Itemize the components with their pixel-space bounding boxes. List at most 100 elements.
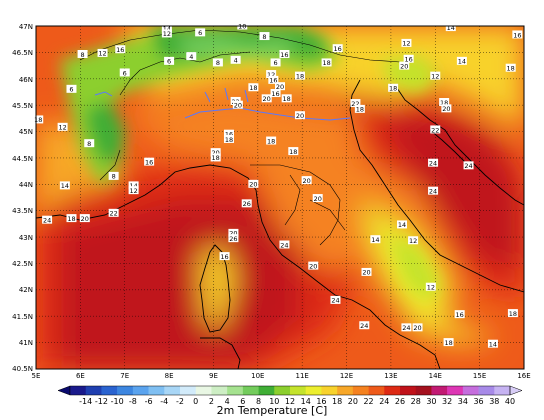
colorbar-tick-label: 8 — [256, 397, 261, 406]
isotherm-label-bg — [487, 339, 498, 348]
isotherm-label: 20 — [302, 177, 310, 185]
isotherm-label-bg — [463, 161, 474, 170]
isotherm-label-bg — [84, 139, 95, 148]
isotherm-label: 20 — [413, 324, 421, 332]
colorbar-arrow-high — [509, 385, 523, 396]
colorbar-tick-label: 22 — [363, 397, 373, 406]
isotherm-label: 8 — [112, 173, 116, 181]
isotherm-label-bg — [350, 99, 361, 108]
lakes-rivers — [94, 87, 351, 121]
lat-label: 44.5N — [12, 155, 33, 163]
colorbar-swatch — [242, 386, 259, 395]
isotherm-label-bg — [512, 30, 523, 39]
isotherm-label-bg — [430, 71, 441, 80]
isotherm-label: 20 — [362, 269, 370, 277]
lat-label: 42N — [19, 286, 33, 294]
isotherm-label-bg — [270, 58, 281, 67]
isotherm-label-bg — [268, 75, 279, 84]
lat-label: 43.5N — [12, 207, 33, 215]
isotherm-label-bg — [219, 252, 230, 261]
isotherm-label-bg — [428, 186, 439, 195]
colorbar-tick-label: -2 — [176, 397, 184, 406]
isotherm-label-bg — [266, 70, 277, 79]
lon-label: 5E — [32, 372, 41, 380]
colorbar-swatch — [211, 386, 228, 395]
colorbar-tick-label: -4 — [160, 397, 168, 406]
colorbar-tick-label: 14 — [301, 397, 311, 406]
isotherm-label: 8 — [262, 33, 266, 41]
isotherm-label-bg — [128, 186, 139, 195]
isotherm-label-bg — [186, 52, 197, 61]
isotherm-label-bg — [57, 122, 68, 131]
lat-label: 47N — [19, 23, 33, 31]
colorbar-labels: -14 -12 -10 -8 -6 -4 -2 0 2 4 6 8 10 12 14 16 18 20 22 24 26… — [79, 397, 515, 406]
isotherm-label-bg — [388, 83, 399, 92]
isotherm-label: 12 — [163, 30, 171, 38]
colorbar-tick-label: 40 — [505, 397, 515, 406]
isotherm-label-bg — [359, 321, 370, 330]
isotherm-label-bg — [370, 235, 381, 244]
isotherm-label-bg — [507, 309, 518, 318]
lon-label: 8E — [165, 372, 174, 380]
colorbar-swatch — [258, 386, 275, 395]
lat-label: 42.5N — [12, 260, 33, 268]
isotherm-label-bg — [279, 240, 290, 249]
isotherm-label-bg — [439, 98, 450, 107]
isotherm-label: 20 — [442, 105, 450, 113]
isotherm-label: 20 — [249, 181, 257, 189]
isotherm-label: 8 — [87, 140, 91, 148]
isotherm-label-bg — [210, 148, 221, 157]
isotherm-label-bg — [66, 84, 77, 93]
isotherm-label: 8 — [216, 59, 220, 67]
lon-label: 7E — [120, 372, 129, 380]
isotherm-label-bg — [441, 104, 452, 113]
isotherm-label: 6 — [273, 59, 277, 67]
isotherm-label-bg — [79, 214, 90, 223]
isotherm-label: 4 — [234, 57, 238, 65]
isotherm-label: 12 — [129, 187, 137, 195]
colorbar-tick-label: 10 — [269, 397, 279, 406]
isotherm-label: 20 — [234, 101, 242, 109]
isotherm-label: 16 — [220, 253, 228, 261]
isotherm-label: 18 — [34, 116, 42, 124]
isotherm-label: 14 — [489, 340, 497, 348]
isotherm-label-bg — [228, 234, 239, 243]
isotherm-label: 16 — [456, 311, 464, 319]
colorbar-swatch — [180, 386, 197, 395]
isotherm-label: 6 — [167, 58, 171, 66]
isotherm-label-bg — [279, 49, 290, 58]
colorbar-tick-label: 2 — [209, 397, 214, 406]
map-title: 2m Temperature [C] — [217, 404, 328, 417]
isotherm-label-bg — [223, 129, 234, 138]
isotherm-label-bg — [445, 23, 456, 32]
isotherm-label-bg — [332, 44, 343, 53]
colorbar-swatch — [70, 386, 87, 395]
colorbar-tick-label: 26 — [395, 397, 405, 406]
colorbar-swatch — [384, 386, 401, 395]
isotherm-label: 14 — [371, 236, 379, 244]
isotherm-label-bg — [361, 267, 372, 276]
isotherm-label-bg — [230, 55, 241, 64]
lon-label: 14E — [429, 372, 442, 380]
isotherm-label: 20 — [400, 62, 408, 70]
isotherm-label: 18 — [322, 59, 330, 67]
lat-label: 44N — [19, 181, 33, 189]
colorbar-tick-label: -6 — [145, 397, 153, 406]
isotherm-label-bg — [412, 323, 423, 332]
lat-label: 45.5N — [12, 102, 33, 110]
isotherm-label: 18 — [67, 215, 75, 223]
isotherm-label: 16 — [269, 77, 277, 85]
colorbar-tick-label: 38 — [489, 397, 499, 406]
colorbar-tick-label: 24 — [379, 397, 389, 406]
isotherm-label: 16 — [225, 130, 233, 138]
isotherm-label: 26 — [229, 235, 237, 243]
isotherm-label-bg — [281, 94, 292, 103]
isotherm-label: 14 — [398, 221, 406, 229]
colorbar-swatch — [290, 386, 307, 395]
isotherm-label: 16 — [334, 45, 342, 53]
isotherm-label: 20 — [296, 112, 304, 120]
colorbar-tick-label: 16 — [316, 397, 326, 406]
isotherm-label-bg — [505, 63, 516, 72]
isotherm-label: 24 — [429, 187, 437, 195]
